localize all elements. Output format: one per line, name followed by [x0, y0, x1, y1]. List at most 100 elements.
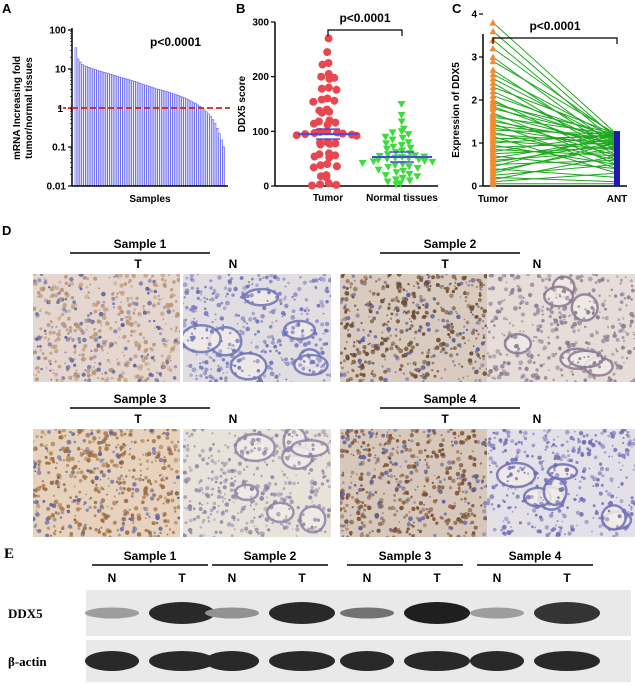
cell-nucleus [620, 484, 623, 486]
cell-nucleus [126, 360, 131, 365]
cell-nucleus [325, 286, 329, 290]
cell-nucleus [108, 276, 111, 279]
cell-nucleus [133, 440, 137, 444]
cell-nucleus [583, 356, 586, 359]
cell-nucleus [276, 379, 279, 382]
cell-nucleus [374, 462, 377, 465]
cell-nucleus [189, 531, 193, 535]
cell-nucleus [52, 371, 55, 375]
cell-nucleus [109, 459, 114, 464]
bar [102, 71, 106, 187]
cell-nucleus [44, 332, 47, 336]
blot-band [85, 651, 139, 671]
cell-nucleus [537, 477, 539, 479]
cell-nucleus [157, 379, 160, 382]
cell-nucleus [590, 305, 595, 310]
cell-nucleus [223, 493, 227, 496]
cell-nucleus [575, 324, 577, 326]
cell-nucleus [160, 277, 165, 281]
cell-nucleus [565, 440, 569, 444]
cell-nucleus [605, 467, 610, 472]
cell-nucleus [285, 515, 288, 518]
cell-nucleus [470, 330, 475, 335]
cell-nucleus [555, 319, 558, 322]
cell-nucleus [257, 461, 260, 463]
cell-nucleus [210, 477, 214, 482]
cell-nucleus [128, 317, 132, 321]
cell-nucleus [556, 520, 559, 523]
cell-nucleus [354, 429, 359, 434]
cell-nucleus [557, 509, 562, 513]
cell-nucleus [308, 369, 311, 372]
cell-nucleus [537, 455, 542, 460]
wb-lane-t: T [433, 571, 441, 585]
cell-nucleus [576, 321, 579, 324]
cell-nucleus [296, 505, 300, 510]
cell-nucleus [129, 429, 133, 433]
cell-nucleus [99, 458, 104, 463]
cell-nucleus [212, 359, 216, 362]
cell-nucleus [483, 340, 486, 343]
cell-nucleus [36, 504, 41, 509]
cell-nucleus [43, 356, 47, 360]
cell-nucleus [487, 351, 489, 355]
cell-nucleus [458, 332, 463, 336]
cell-nucleus [450, 505, 455, 510]
cell-nucleus [386, 326, 392, 332]
cell-nucleus [87, 314, 90, 317]
cell-nucleus [87, 296, 90, 300]
cell-nucleus [240, 330, 245, 336]
cell-nucleus [482, 357, 485, 361]
cell-nucleus [285, 378, 288, 381]
cell-nucleus [118, 336, 121, 339]
cell-nucleus [218, 530, 223, 535]
data-point [404, 131, 413, 139]
cell-nucleus [183, 344, 186, 347]
cell-nucleus [301, 522, 306, 527]
cell-nucleus [368, 491, 372, 495]
cell-nucleus [417, 370, 421, 373]
cell-nucleus [143, 486, 149, 491]
bar [81, 64, 84, 187]
cell-nucleus [249, 504, 252, 507]
cell-nucleus [424, 512, 429, 517]
cell-nucleus [64, 281, 69, 286]
cell-nucleus [399, 465, 402, 468]
cell-nucleus [478, 367, 482, 370]
cell-nucleus [343, 347, 347, 350]
cell-nucleus [358, 462, 363, 467]
cell-nucleus [570, 527, 575, 532]
cell-nucleus [185, 431, 189, 435]
cell-nucleus [91, 368, 93, 371]
cell-nucleus [358, 378, 364, 382]
data-point-tumor [489, 44, 497, 52]
cell-nucleus [398, 289, 401, 292]
cell-nucleus [308, 370, 311, 373]
blot-band [340, 607, 394, 619]
blot-row-label: β-actin [8, 654, 47, 669]
cell-nucleus [343, 509, 347, 513]
cell-nucleus [285, 521, 288, 524]
cell-nucleus [77, 527, 81, 530]
cell-nucleus [602, 429, 607, 433]
cell-nucleus [501, 332, 504, 335]
cell-nucleus [114, 463, 119, 468]
cell-nucleus [212, 501, 217, 506]
cell-nucleus [527, 513, 529, 516]
cell-nucleus [582, 470, 585, 473]
cell-nucleus [507, 488, 510, 490]
cell-nucleus [215, 510, 219, 514]
pair-line [492, 164, 618, 176]
cell-nucleus [52, 331, 56, 335]
cell-nucleus [221, 500, 225, 503]
cell-nucleus [100, 441, 103, 444]
cell-nucleus [618, 461, 621, 464]
cell-nucleus [186, 444, 190, 447]
cell-nucleus [577, 361, 580, 364]
data-point [413, 173, 422, 181]
y-tick-label: 0.1 [52, 143, 66, 154]
cell-nucleus [246, 322, 248, 325]
cell-nucleus [403, 515, 407, 519]
cell-nucleus [603, 299, 607, 303]
